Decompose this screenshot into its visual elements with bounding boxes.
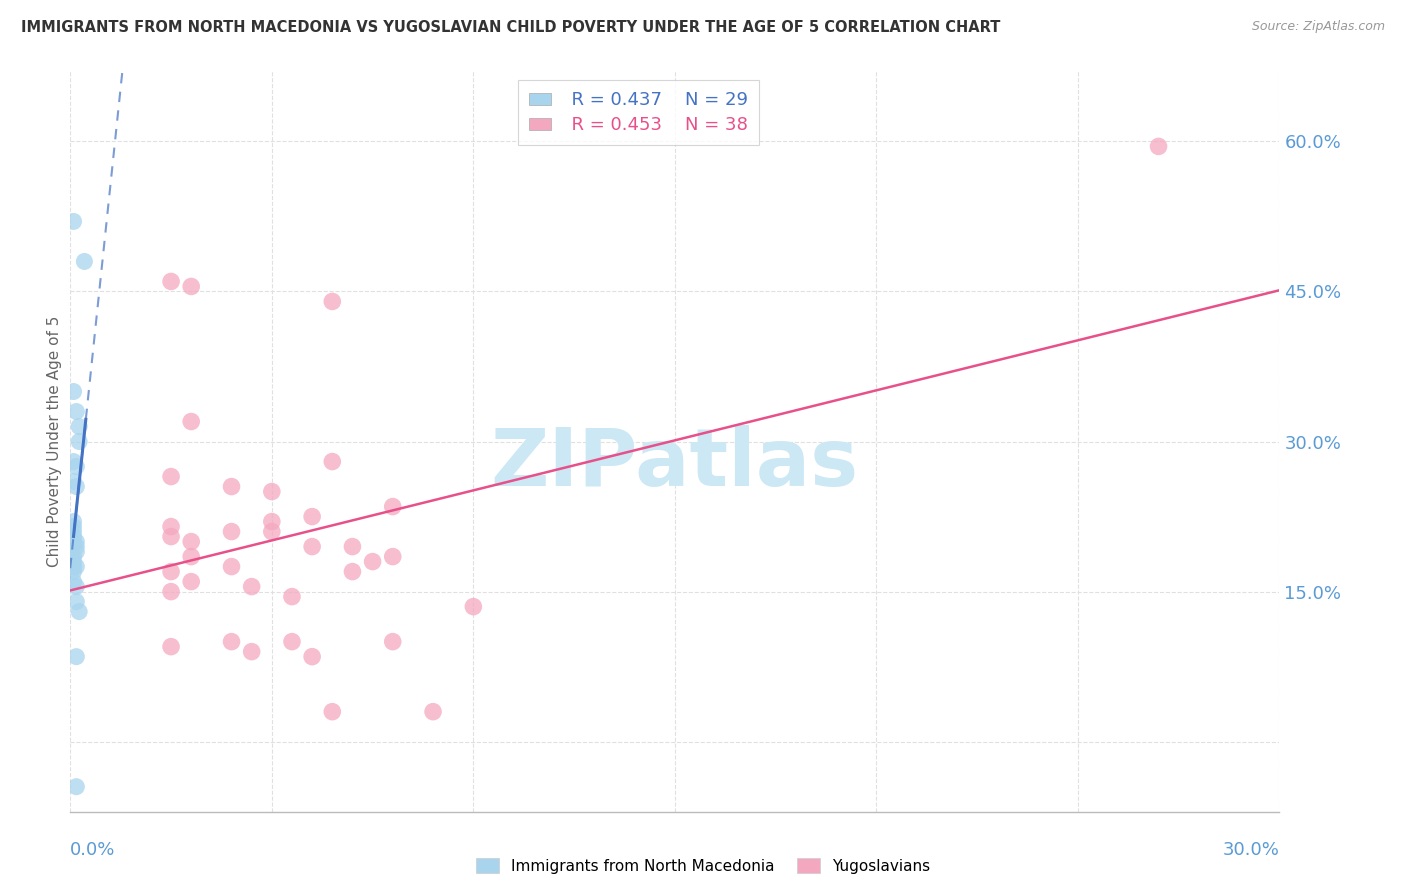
Point xyxy=(65,544,87,558)
Point xyxy=(321,454,343,468)
Point xyxy=(160,565,183,579)
Legend:   R = 0.437    N = 29,   R = 0.453    N = 38: R = 0.437 N = 29, R = 0.453 N = 38 xyxy=(519,80,759,145)
Point xyxy=(62,549,84,564)
Point xyxy=(422,705,444,719)
Point xyxy=(221,524,243,539)
Point xyxy=(67,434,90,449)
Point xyxy=(240,580,263,594)
Point xyxy=(65,580,87,594)
Point xyxy=(321,705,343,719)
Point xyxy=(180,415,202,429)
Point xyxy=(281,634,304,648)
Point xyxy=(180,534,202,549)
Text: ZIPatlas: ZIPatlas xyxy=(491,425,859,503)
Point xyxy=(62,524,84,539)
Point xyxy=(160,530,183,544)
Point xyxy=(62,384,84,399)
Point xyxy=(62,574,84,589)
Point xyxy=(65,540,87,554)
Point xyxy=(240,645,263,659)
Point xyxy=(160,584,183,599)
Point xyxy=(160,275,183,289)
Point xyxy=(65,404,87,418)
Point xyxy=(260,524,283,539)
Point xyxy=(301,540,323,554)
Point xyxy=(62,214,84,228)
Text: 30.0%: 30.0% xyxy=(1223,841,1279,859)
Point xyxy=(160,519,183,533)
Point xyxy=(62,475,84,489)
Point xyxy=(62,534,84,549)
Point xyxy=(62,519,84,533)
Text: 0.0%: 0.0% xyxy=(70,841,115,859)
Point xyxy=(73,254,96,268)
Point xyxy=(65,594,87,608)
Point xyxy=(361,555,384,569)
Point xyxy=(65,559,87,574)
Point xyxy=(62,515,84,529)
Point xyxy=(62,565,84,579)
Point xyxy=(65,479,87,493)
Point xyxy=(67,605,90,619)
Point xyxy=(62,454,84,468)
Point xyxy=(301,649,323,664)
Point xyxy=(160,640,183,654)
Point xyxy=(260,515,283,529)
Point xyxy=(221,559,243,574)
Point xyxy=(1147,139,1170,153)
Point xyxy=(180,574,202,589)
Point xyxy=(260,484,283,499)
Text: Source: ZipAtlas.com: Source: ZipAtlas.com xyxy=(1251,20,1385,33)
Point xyxy=(160,469,183,483)
Point xyxy=(342,540,364,554)
Point xyxy=(180,549,202,564)
Text: IMMIGRANTS FROM NORTH MACEDONIA VS YUGOSLAVIAN CHILD POVERTY UNDER THE AGE OF 5 : IMMIGRANTS FROM NORTH MACEDONIA VS YUGOS… xyxy=(21,20,1001,35)
Legend: Immigrants from North Macedonia, Yugoslavians: Immigrants from North Macedonia, Yugosla… xyxy=(470,852,936,880)
Point xyxy=(381,634,404,648)
Point xyxy=(180,279,202,293)
Point xyxy=(342,565,364,579)
Point xyxy=(62,555,84,569)
Point xyxy=(65,534,87,549)
Point xyxy=(65,780,87,794)
Point xyxy=(301,509,323,524)
Point xyxy=(62,530,84,544)
Y-axis label: Child Poverty Under the Age of 5: Child Poverty Under the Age of 5 xyxy=(46,316,62,567)
Point xyxy=(381,549,404,564)
Point xyxy=(65,649,87,664)
Point xyxy=(281,590,304,604)
Point xyxy=(221,479,243,493)
Point xyxy=(65,459,87,474)
Point xyxy=(381,500,404,514)
Point xyxy=(463,599,485,614)
Point xyxy=(321,294,343,309)
Point xyxy=(62,559,84,574)
Point xyxy=(67,419,90,434)
Point xyxy=(221,634,243,648)
